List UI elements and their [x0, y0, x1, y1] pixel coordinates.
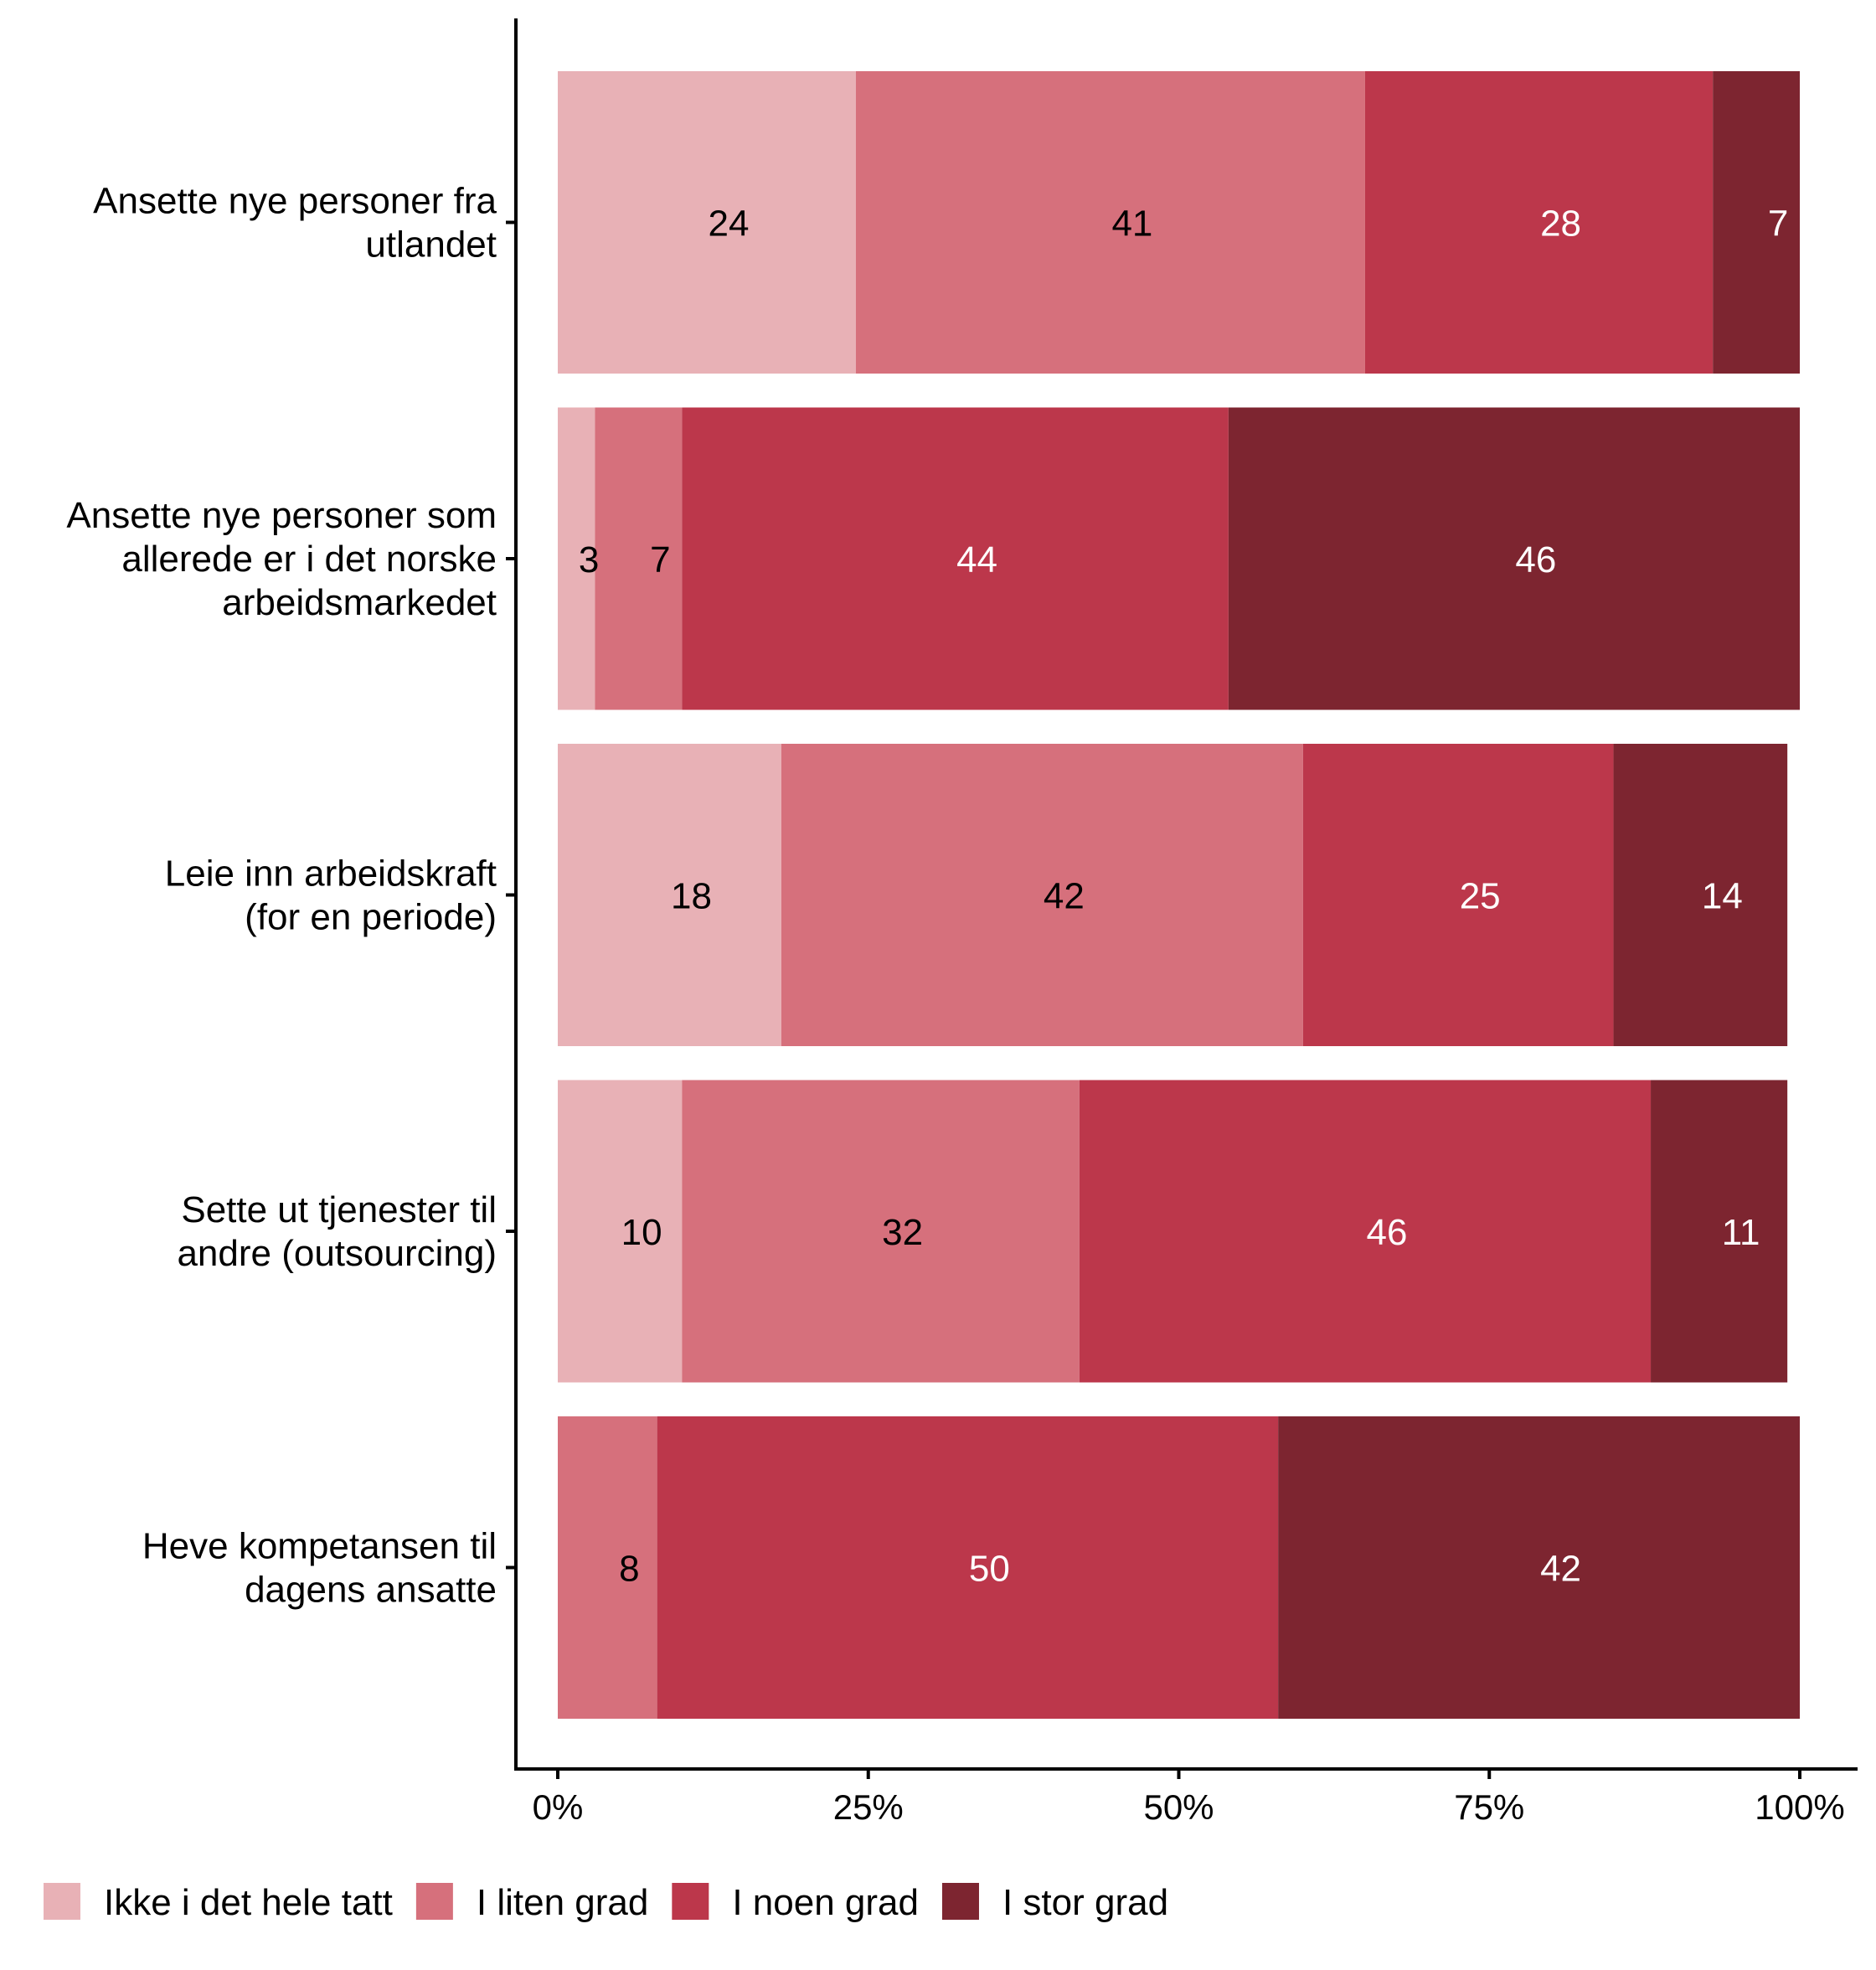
bar-segment: [558, 744, 781, 1046]
x-tick-label: 25%: [833, 1787, 904, 1827]
category-label: Ansette nye personer fra utlandet: [93, 181, 497, 266]
category-label-line: allerede er i det norske: [121, 539, 497, 580]
category-label-line: Ansette nye personer som: [66, 495, 497, 536]
legend-label: I noen grad: [732, 1882, 919, 1923]
category-label: Sette ut tjenester til andre (outsourcing…: [177, 1189, 497, 1274]
data-label: 42: [1540, 1549, 1581, 1590]
bar-segment: [1651, 1080, 1788, 1383]
category-label: Heve kompetansen til dagens ansatte: [142, 1526, 497, 1611]
legend-label: I liten grad: [477, 1882, 648, 1923]
category-label-line: Heve kompetansen til: [142, 1526, 497, 1567]
data-label: 24: [708, 204, 749, 245]
bar-segment: [781, 744, 1303, 1046]
bar-segment: [855, 71, 1365, 374]
data-label: 7: [650, 539, 670, 580]
bar-segment: [682, 1080, 1080, 1383]
x-tick-label: 50%: [1143, 1787, 1214, 1827]
legend-label: Ikke i det hele tatt: [104, 1882, 393, 1923]
data-label: 32: [882, 1212, 923, 1253]
x-tick-label: 0%: [533, 1787, 584, 1827]
legend-label: I stor grad: [1002, 1882, 1168, 1923]
category-label: Ansette nye personer som allerede er i de…: [66, 495, 497, 623]
legend: Ikke i det hele tatt I liten grad I noen g…: [44, 1882, 1168, 1923]
legend-key: [415, 1883, 453, 1920]
x-ticks: 0% 25% 50% 75% 100%: [533, 1769, 1845, 1827]
category-label-line: Leie inn arbeidskraft: [165, 853, 497, 895]
bars-layer: [558, 71, 1800, 1719]
data-label: 42: [1044, 876, 1085, 917]
data-label: 44: [956, 539, 997, 580]
category-label-line: utlandet: [365, 224, 497, 266]
bar-segment: [1079, 1080, 1652, 1383]
category-label-line: dagens ansatte: [245, 1570, 497, 1611]
bar-segment: [1613, 744, 1788, 1046]
category-label-line: Sette ut tjenester til: [181, 1189, 497, 1230]
data-label: 10: [621, 1212, 662, 1253]
y-ticks: [506, 220, 516, 1570]
bar-segment: [682, 407, 1229, 710]
bar-segment: [657, 1416, 1279, 1719]
category-label: Leie inn arbeidskraft (for en periode): [165, 853, 497, 938]
data-label: 41: [1111, 204, 1152, 245]
x-tick-label: 100%: [1755, 1787, 1844, 1827]
category-label-line: Ansette nye personer fra: [93, 181, 497, 222]
data-label: 8: [619, 1549, 639, 1590]
data-label: 50: [969, 1549, 1010, 1590]
category-label-line: arbeidsmarkedet: [222, 582, 497, 623]
x-tick-label: 75%: [1454, 1787, 1524, 1827]
bar-segment: [1302, 744, 1614, 1046]
data-label: 18: [671, 876, 712, 917]
bar-segment: [595, 407, 683, 710]
bar-segment: [558, 407, 595, 710]
data-label: 25: [1460, 876, 1501, 917]
bar-segment: [1228, 407, 1800, 710]
category-labels: Ansette nye personer fra utlandetAnsette …: [66, 181, 497, 1611]
data-label: 46: [1366, 1212, 1407, 1253]
bar-segment: [1713, 71, 1800, 374]
data-label: 46: [1515, 539, 1556, 580]
category-label-line: (for en periode): [245, 897, 497, 938]
legend-key: [941, 1883, 979, 1920]
bar-segment: [558, 1416, 657, 1719]
data-label: 3: [579, 539, 599, 580]
bar-segment: [1278, 1416, 1800, 1719]
bar-segment: [558, 1080, 683, 1383]
data-label: 7: [1768, 204, 1788, 245]
bar-labels-layer: 24 41 28 7 3 7 44 46 18 42 25 14 10 32 46 11 8 50 42: [579, 204, 1789, 1590]
bar-segment: [1364, 71, 1714, 374]
legend-key: [672, 1883, 709, 1920]
legend-key: [44, 1883, 80, 1920]
bar-segment: [558, 71, 856, 374]
category-label-line: andre (outsourcing): [177, 1233, 497, 1274]
data-label: 11: [1722, 1212, 1760, 1253]
data-label: 28: [1540, 204, 1581, 245]
data-label: 14: [1702, 876, 1743, 917]
